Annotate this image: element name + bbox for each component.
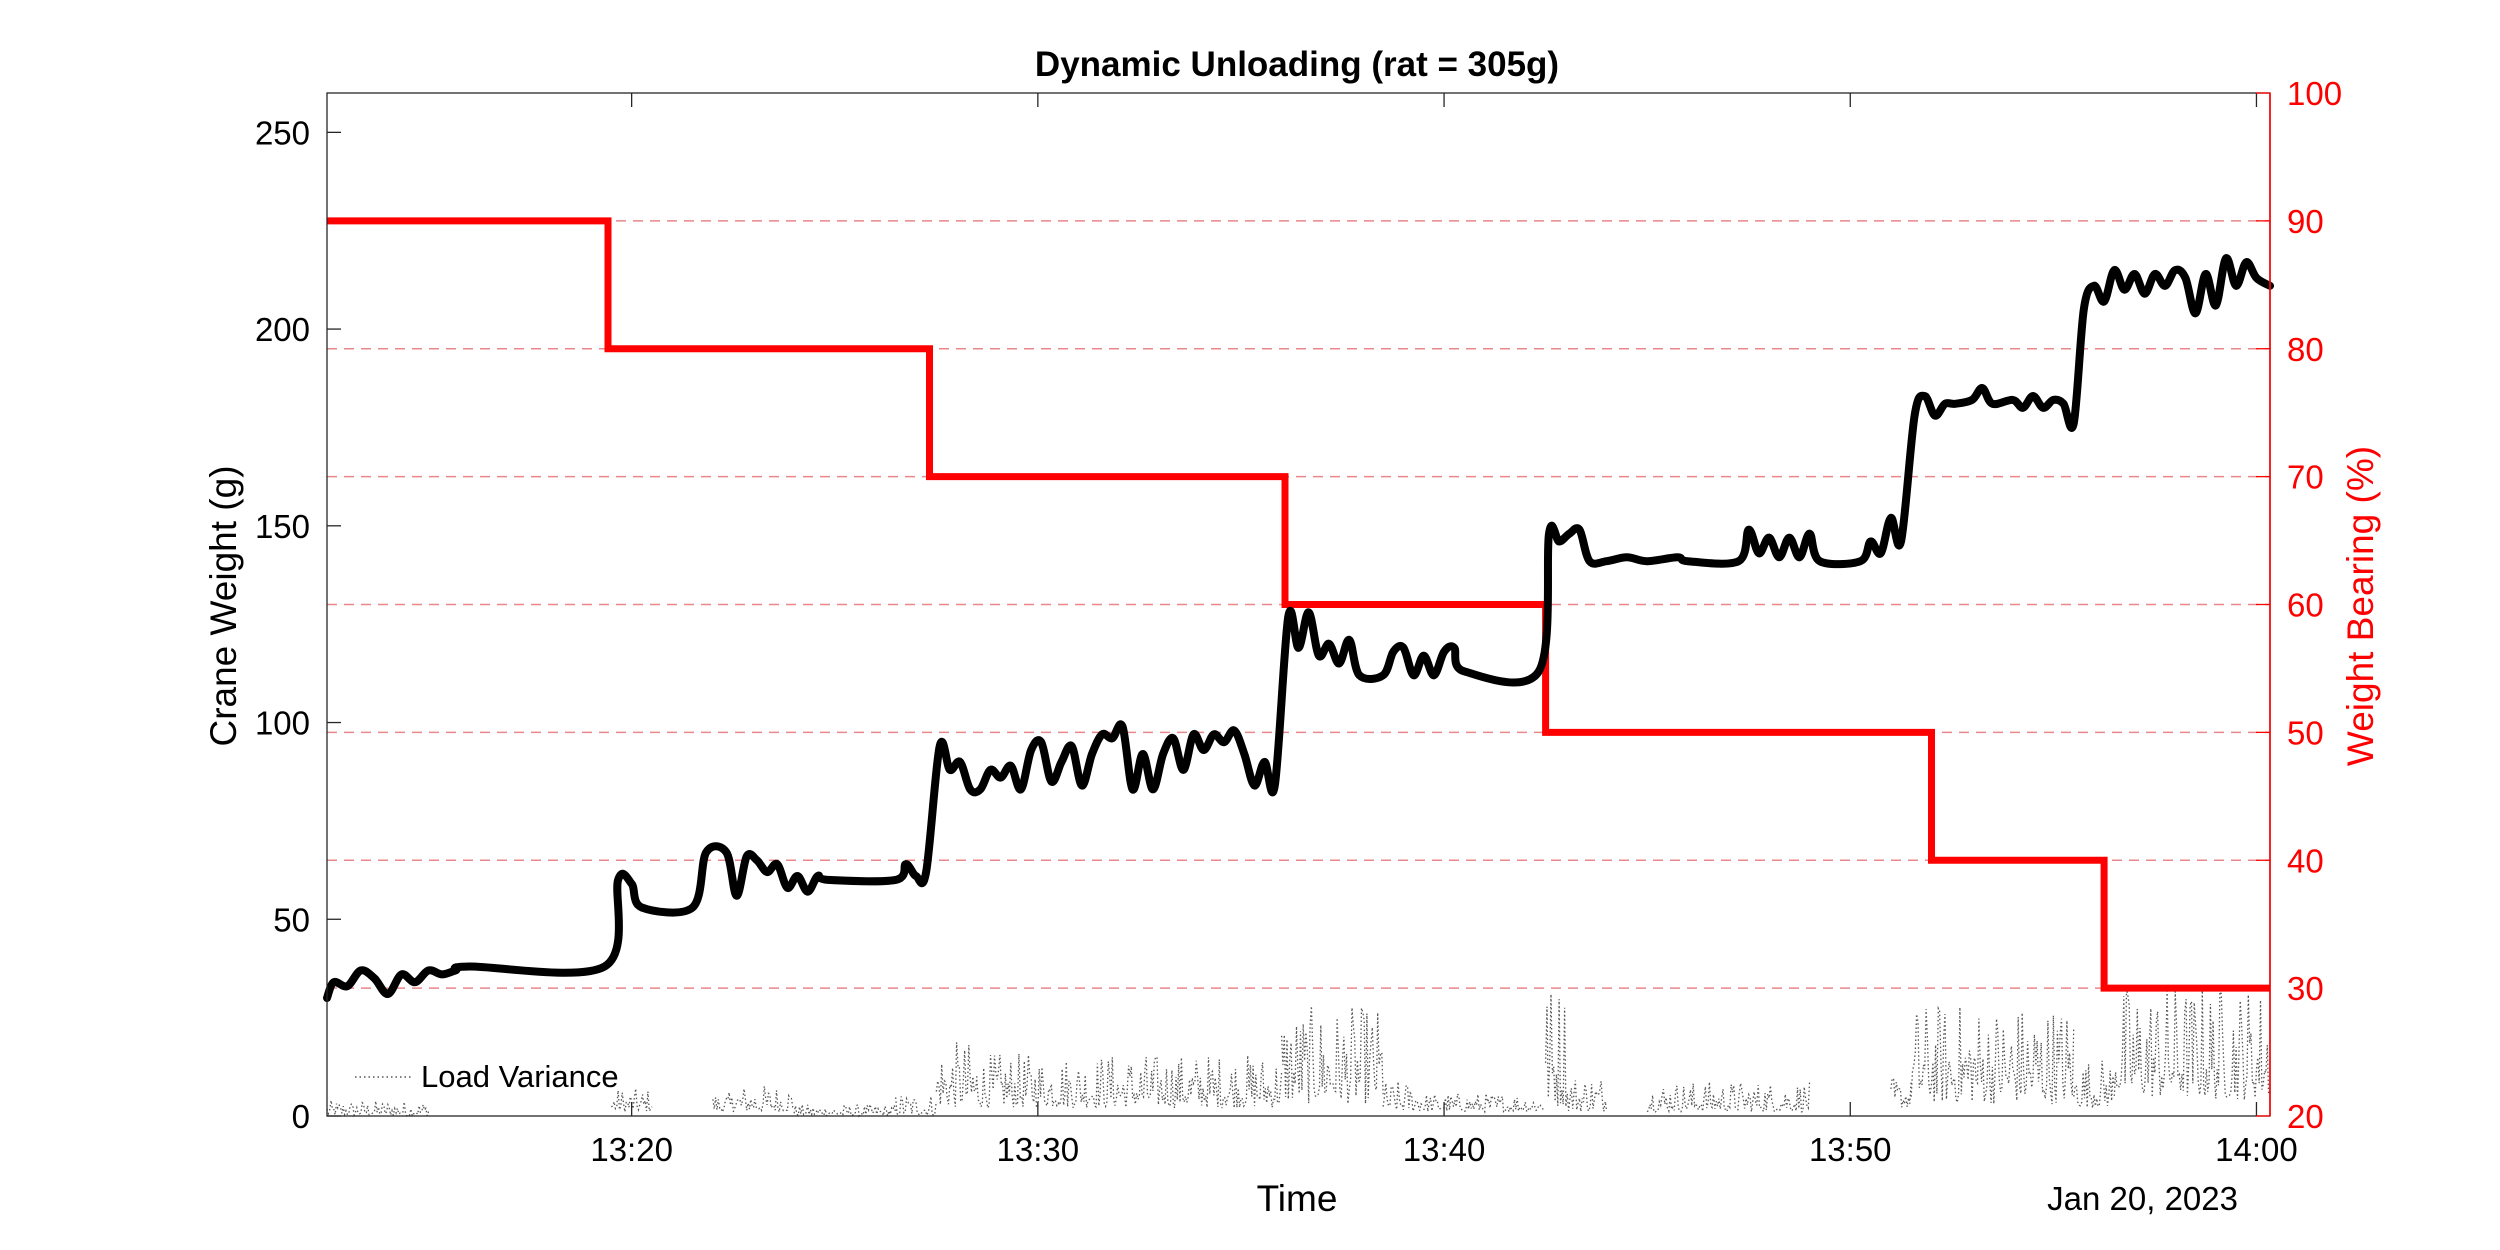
load-variance-segment-3 [732, 1086, 795, 1113]
load-variance-segment-9 [1382, 1081, 1425, 1112]
crane-weight-series [323, 254, 2274, 1002]
y-left-tick-label-50: 50 [273, 901, 310, 938]
y-left-tick-label-200: 200 [255, 311, 310, 348]
load-variance-segment-8 [1280, 1006, 1384, 1104]
y-right-tick-label-30: 30 [2287, 970, 2324, 1007]
y-right-tick-label-60: 60 [2287, 587, 2324, 624]
y-right-tick-label-80: 80 [2287, 331, 2324, 368]
y-left-tick-label-100: 100 [255, 705, 310, 742]
load-variance-segment-5 [895, 1096, 937, 1118]
load-variance-segment-17 [2113, 989, 2271, 1100]
x-axis-label: Time [1257, 1178, 1338, 1219]
y-axis-right: 20 30 40 50 60 70 80 90 100 [2256, 75, 2342, 1135]
y-right-tick-label-40: 40 [2287, 842, 2324, 879]
x-axis: 13:20 13:30 13:40 13:50 14:00 [590, 93, 2298, 1168]
load-variance-segment-15 [1910, 1005, 2075, 1105]
y-right-tick-label-20: 20 [2287, 1098, 2324, 1135]
load-variance-segment-14 [1890, 1077, 1912, 1108]
y-right-tick-label-100: 100 [2287, 75, 2342, 112]
x-tick-label-13:30: 13:30 [997, 1131, 1080, 1168]
y-axis-right-label: Weight Bearing (%) [2340, 446, 2381, 766]
y-left-tick-label-250: 250 [255, 114, 310, 151]
y-right-tick-label-70: 70 [2287, 459, 2324, 496]
load-variance-segment-16 [2073, 1060, 2115, 1109]
x-tick-label-13:20: 13:20 [590, 1131, 673, 1168]
weight-bearing-series [327, 217, 2270, 992]
y-left-tick-label-0: 0 [292, 1098, 310, 1135]
x-tick-label-14:00: 14:00 [2215, 1131, 2298, 1168]
weight-bearing-line [327, 217, 2270, 992]
legend-label-load-variance: Load Variance [421, 1059, 619, 1094]
load-variance-segment-6 [935, 1042, 978, 1107]
legend: Load Variance [355, 1059, 619, 1094]
load-variance-segment-11 [1544, 994, 1567, 1108]
gridlines [327, 220, 2270, 989]
y-left-tick-label-150: 150 [255, 508, 310, 545]
y-axis-left: 0 50 100 150 200 250 [255, 114, 341, 1135]
load-variance-segment-13 [1646, 1080, 1811, 1114]
load-variance-segment-12 [1565, 1080, 1608, 1113]
x-tick-label-13:40: 13:40 [1403, 1131, 1486, 1168]
chart-title: Dynamic Unloading (rat = 305g) [1035, 45, 1559, 84]
load-variance-segment-2 [712, 1092, 734, 1114]
y-right-tick-label-90: 90 [2287, 203, 2324, 240]
crane-weight-line [323, 254, 2274, 1002]
x-tick-label-13:50: 13:50 [1809, 1131, 1892, 1168]
load-variance-segment-0 [326, 1100, 430, 1118]
y-right-tick-label-50: 50 [2287, 714, 2324, 751]
x-axis-date-label: Jan 20, 2023 [2047, 1180, 2238, 1217]
y-axis-left-label: Crane Weight (g) [203, 465, 244, 746]
